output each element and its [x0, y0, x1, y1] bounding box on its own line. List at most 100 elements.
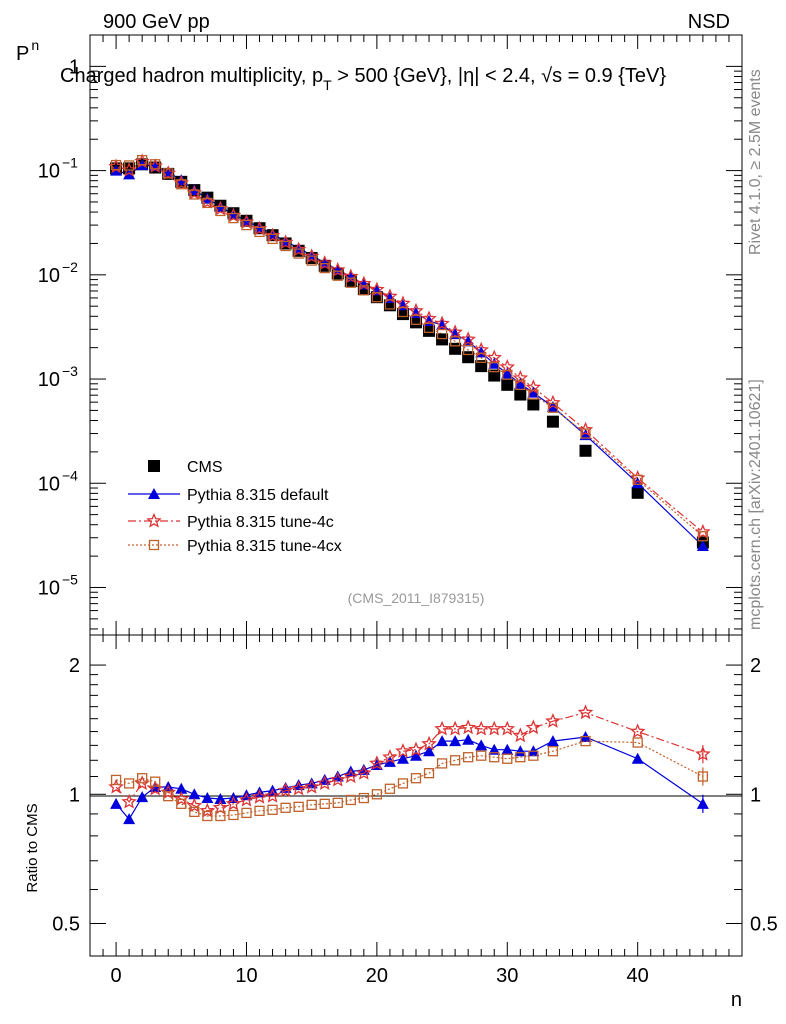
pythia-tune4c-point — [512, 369, 529, 385]
series-line-tune4cx — [116, 159, 704, 537]
pythia-default-point — [357, 763, 370, 775]
pythia-default-point — [475, 739, 488, 751]
pythia-tune4c-point — [264, 787, 281, 803]
pythia-tune4c-point — [460, 331, 476, 347]
pythia-default-point — [123, 168, 136, 180]
pythia-tune4c-point — [382, 749, 398, 764]
y-tick-label: 10 — [38, 473, 60, 495]
cms-data-point — [423, 324, 436, 337]
pythia-tune4c-point — [146, 512, 162, 528]
pythia-tune4cx-point — [215, 205, 226, 217]
pythia-tune4cx-point — [319, 262, 330, 274]
pythia-tune4c-point — [173, 790, 190, 806]
pythia-default-point — [292, 779, 305, 791]
pythia-default-point — [383, 755, 396, 767]
pythia-tune4cx-point — [449, 336, 461, 347]
pythia-tune4cx-point — [345, 277, 356, 288]
pythia-tune4cx-point — [502, 753, 513, 764]
pythia-tune4cx-point — [163, 791, 174, 802]
cms-data-point — [488, 369, 501, 382]
pythia-default-point — [136, 791, 149, 803]
pythia-tune4c-point — [303, 248, 320, 264]
pythia-tune4cx-point — [228, 212, 239, 224]
pythia-tune4cx-point — [515, 379, 526, 390]
pythia-tune4c-point — [408, 302, 424, 318]
ratio-line-tune4cx — [115, 740, 704, 817]
upper-plot-area — [108, 153, 711, 552]
pythia-tune4c-point — [238, 791, 255, 807]
cms-data-point — [410, 316, 422, 329]
process-label: NSD — [688, 11, 730, 33]
x-tick-label: 30 — [496, 965, 518, 987]
pythia-tune4cx-point — [163, 168, 174, 179]
pythia-tune4c-point — [251, 220, 268, 236]
pythia-tune4cx-point — [110, 159, 122, 171]
pythia-tune4c-point — [408, 741, 424, 757]
pythia-tune4c-point — [212, 799, 229, 815]
pythia-default-point — [449, 735, 462, 747]
x-tick-label: 10 — [235, 965, 257, 987]
pythia-tune4c-point — [421, 735, 437, 751]
ratio-line-tune4c — [115, 711, 704, 812]
x-tick-label: 40 — [627, 965, 649, 987]
cms-data-point — [501, 378, 514, 391]
pythia-tune4cx-point — [436, 328, 448, 340]
y-tick-exponent: −1 — [62, 155, 78, 171]
pythia-tune4cx-point — [280, 240, 291, 252]
pythia-tune4cx-point — [189, 189, 200, 200]
pythia-default-point — [214, 793, 227, 805]
pythia-tune4cx-point — [528, 750, 539, 761]
pythia-tune4cx-point — [436, 758, 448, 769]
pythia-tune4c-point — [629, 723, 646, 739]
pythia-tune4cx-point — [384, 299, 396, 310]
pythia-tune4cx-point — [150, 776, 161, 787]
pythia-tune4c-point — [577, 421, 594, 437]
pythia-tune4c-point — [395, 743, 411, 758]
pythia-tune4cx-point — [267, 233, 278, 245]
ratio-tick-label-right: 1 — [750, 784, 761, 806]
pythia-tune4cx-point — [397, 778, 409, 789]
pythia-tune4c-point — [329, 261, 346, 277]
x-tick-label: 20 — [366, 965, 388, 987]
pythia-tune4cx-point — [476, 750, 487, 761]
pythia-tune4cx-point — [463, 344, 474, 356]
pythia-tune4cx-point — [123, 778, 135, 789]
pythia-tune4c-point — [290, 780, 307, 796]
pythia-tune4c-point — [545, 713, 561, 728]
legend-label-tune4cx: Pythia 8.315 tune-4cx — [187, 538, 342, 555]
pythia-tune4c-point — [277, 782, 294, 798]
pythia-tune4cx-point — [384, 783, 396, 794]
pythia-tune4cx-point — [345, 794, 356, 806]
legend-label-cms: CMS — [187, 459, 223, 476]
cms-data-point — [514, 388, 527, 401]
pythia-default-point — [514, 745, 527, 757]
pythia-tune4cx-point — [632, 737, 643, 748]
pythia-tune4cx-point — [254, 805, 265, 816]
pythia-tune4c-point — [277, 234, 294, 250]
pythia-tune4cx-point — [293, 248, 304, 259]
cms-data-point — [527, 398, 540, 411]
pythia-tune4c-point — [356, 275, 372, 291]
pythia-tune4cx-point — [241, 219, 252, 231]
pythia-default-point — [514, 377, 527, 389]
pythia-tune4cx-point — [254, 226, 265, 238]
lower-y-tick-labels: 0.5 0.5 1 1 2 2 — [52, 655, 778, 935]
pythia-tune4c-point — [460, 719, 476, 735]
pythia-tune4c-point — [695, 523, 711, 539]
pythia-tune4c-point — [225, 795, 242, 811]
lower-axis-ticks — [90, 635, 743, 956]
pythia-tune4cx-point — [423, 322, 435, 333]
pythia-tune4c-point — [316, 775, 333, 791]
cms-data-point — [579, 444, 592, 457]
pythia-tune4c-point — [186, 797, 203, 813]
pythia-default-point — [631, 477, 644, 489]
pythia-tune4cx-point — [423, 768, 435, 779]
chart-title: Charged hadron multiplicity, pT > 500 {G… — [60, 65, 666, 93]
pythia-default-point — [462, 733, 475, 745]
pythia-tune4cx-point — [397, 306, 409, 318]
pythia-tune4c-point — [473, 720, 489, 736]
pythia-default-point — [546, 735, 559, 747]
pythia-tune4c-point — [369, 755, 385, 771]
pythia-tune4cx-point — [580, 428, 591, 439]
pythia-tune4cx-point — [410, 773, 422, 784]
